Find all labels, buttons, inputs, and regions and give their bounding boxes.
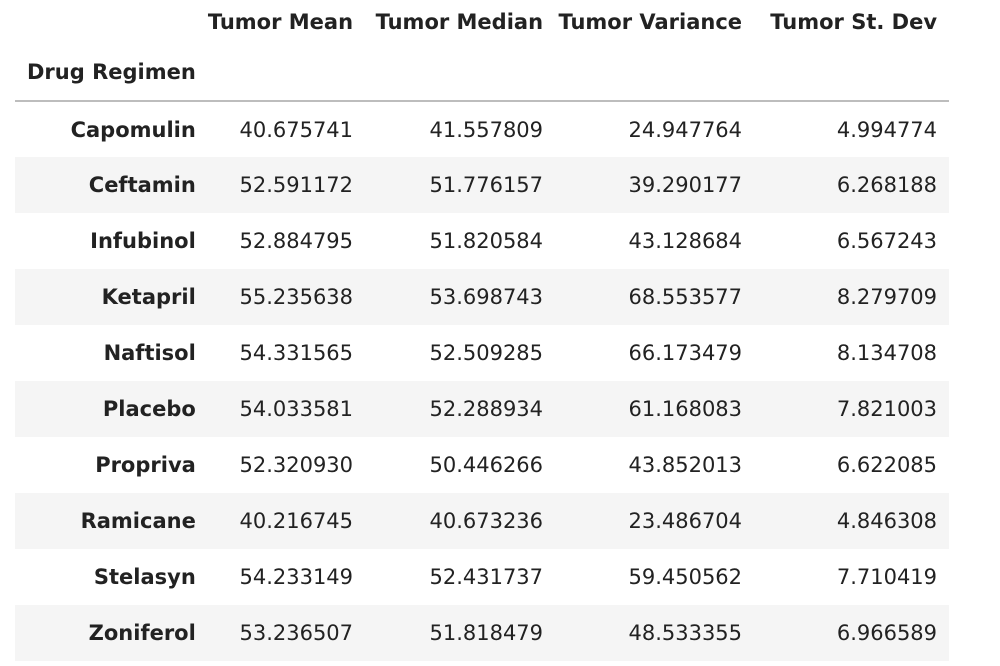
tumor-variance-cell: 59.450562 [628,565,743,589]
tumor-mean-cell: 55.235638 [239,285,354,309]
row-label-drug-regimen: Naftisol [103,341,196,365]
tumor-mean-cell: 40.675741 [239,117,354,142]
table-body: Capomulin 40.675741 41.557809 24.947764 4.99… [15,101,950,661]
tumor-median-cell: 50.446266 [429,453,544,477]
table-row: Ceftamin 52.591172 51.776157 39.290177 6.268… [15,157,950,213]
index-name-header: Drug Regimen [15,44,208,102]
tumor-mean-cell: 54.033581 [239,397,354,421]
row-label-drug-regimen: Infubinol [90,229,196,253]
table-row: Stelasyn 54.233149 52.431737 59.450562 7.710… [15,549,949,605]
column-header-row: Tumor Mean Tumor Median Tumor Variance T… [15,0,949,44]
row-label-drug-regimen: Ketapril [101,285,196,309]
row-label-drug-regimen: Zoniferol [88,621,196,645]
index-name-spacer [207,44,366,102]
tumor-mean-cell: 52.591172 [239,173,354,197]
row-label-drug-regimen: Ramicane [80,509,196,533]
row-label-drug-regimen: Ceftamin [88,173,196,197]
row-label-drug-regimen: Capomulin [70,117,196,142]
tumor-median-cell: 52.431737 [429,565,544,589]
tumor-variance-cell: 24.947764 [628,117,743,142]
tumor-mean-cell: 53.236507 [239,621,354,645]
column-header-tumor-median: Tumor Median [375,10,544,34]
tumor-variance-cell: 48.533355 [628,621,743,645]
tumor-mean-cell: 52.320930 [239,453,354,477]
tumor-variance-cell: 43.128684 [628,229,743,253]
summary-dataframe-table: Tumor Mean Tumor Median Tumor Variance T… [15,0,950,661]
table-row: Ketapril 55.235638 53.698743 68.553577 8.279… [15,269,950,325]
tumor-median-cell: 40.673236 [429,509,544,533]
tumor-median-cell: 51.776157 [429,173,544,197]
column-header-tumor-mean: Tumor Mean [207,10,354,34]
row-label-drug-regimen: Propriva [95,453,196,477]
table-row: Zoniferol 53.236507 51.818479 48.533355 6.96… [15,605,950,661]
tumor-st-dev-cell: 8.279709 [836,285,938,309]
blank-corner-cell [15,0,208,44]
table-row: Propriva 52.320930 50.446266 43.852013 6.622… [15,437,949,493]
tumor-mean-cell: 52.884795 [239,229,354,253]
tumor-median-cell: 53.698743 [429,285,544,309]
tumor-median-cell: 52.288934 [429,397,544,421]
tumor-variance-cell: 61.168083 [628,397,743,421]
tumor-median-cell: 52.509285 [429,341,544,365]
tumor-st-dev-cell: 6.567243 [836,229,938,253]
index-name-row: Drug Regimen [15,44,950,102]
table-row: Naftisol 54.331565 52.509285 66.173479 8.134… [15,325,949,381]
column-header-tumor-variance: Tumor Variance [558,10,743,34]
row-label-drug-regimen: Stelasyn [93,565,196,589]
index-name-spacer [365,44,556,102]
tumor-st-dev-cell: 6.268188 [836,173,938,197]
tumor-median-cell: 51.820584 [429,229,544,253]
tumor-variance-cell: 68.553577 [628,285,743,309]
tumor-st-dev-cell: 6.966589 [836,621,938,645]
table-row: Placebo 54.033581 52.288934 61.168083 7.8210… [15,381,950,437]
tumor-mean-cell: 40.216745 [239,509,354,533]
tumor-median-cell: 41.557809 [429,117,544,142]
tumor-st-dev-cell: 4.846308 [836,509,938,533]
tumor-st-dev-cell: 7.821003 [836,397,938,421]
tumor-st-dev-cell: 8.134708 [836,341,938,365]
tumor-variance-cell: 39.290177 [628,173,743,197]
column-header-tumor-st-dev: Tumor St. Dev [770,10,938,34]
tumor-variance-cell: 43.852013 [628,453,743,477]
row-label-drug-regimen: Placebo [102,397,196,421]
table-row: Capomulin 40.675741 41.557809 24.947764 4.99… [15,101,949,157]
tumor-variance-cell: 66.173479 [628,341,743,365]
index-name-spacer [555,44,755,102]
tumor-mean-cell: 54.233149 [239,565,354,589]
tumor-mean-cell: 54.331565 [239,341,354,365]
tumor-median-cell: 51.818479 [429,621,544,645]
tumor-st-dev-cell: 4.994774 [836,117,938,142]
table-row: Infubinol 52.884795 51.820584 43.128684 6.56… [15,213,949,269]
tumor-st-dev-cell: 7.710419 [836,565,938,589]
table-header: Tumor Mean Tumor Median Tumor Variance T… [15,0,950,102]
table-row: Ramicane 40.216745 40.673236 23.486704 4.846… [15,493,950,549]
tumor-st-dev-cell: 6.622085 [836,453,938,477]
index-name-spacer [754,44,950,102]
tumor-variance-cell: 23.486704 [628,509,743,533]
